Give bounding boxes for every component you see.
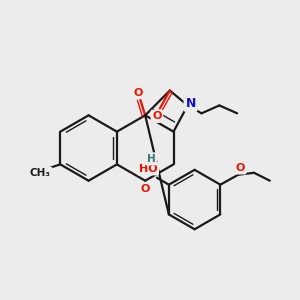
Text: O: O bbox=[236, 163, 245, 173]
Text: O: O bbox=[134, 88, 143, 98]
Text: O: O bbox=[152, 111, 162, 121]
Text: HO: HO bbox=[139, 164, 158, 174]
Text: N: N bbox=[185, 97, 196, 110]
Text: O: O bbox=[140, 184, 150, 194]
Text: CH₃: CH₃ bbox=[30, 168, 51, 178]
Text: H: H bbox=[147, 154, 155, 164]
